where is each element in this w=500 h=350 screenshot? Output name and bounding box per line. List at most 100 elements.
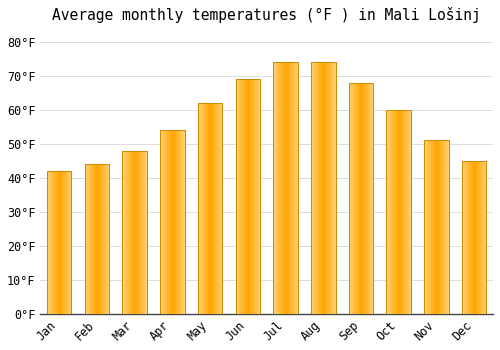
Bar [52, 171, 54, 314]
Bar [283, 62, 284, 314]
Bar [482, 161, 483, 314]
Bar [58, 171, 59, 314]
Bar [352, 83, 353, 314]
Bar [126, 151, 128, 314]
Bar [54, 171, 55, 314]
Bar [179, 130, 180, 314]
Bar [400, 110, 401, 314]
Bar [362, 83, 364, 314]
Bar [98, 164, 100, 314]
Bar [61, 171, 62, 314]
Bar [202, 103, 203, 314]
Bar [426, 140, 428, 314]
Bar [443, 140, 444, 314]
Bar [129, 151, 130, 314]
Bar [318, 62, 319, 314]
Bar [292, 62, 293, 314]
Bar [86, 164, 87, 314]
Bar [325, 62, 326, 314]
Bar [332, 62, 333, 314]
Bar [96, 164, 97, 314]
Bar [480, 161, 482, 314]
Bar [102, 164, 104, 314]
Bar [55, 171, 56, 314]
Bar [274, 62, 275, 314]
Bar [326, 62, 328, 314]
Bar [106, 164, 108, 314]
Bar [91, 164, 92, 314]
Title: Average monthly temperatures (°F ) in Mali Lošinj: Average monthly temperatures (°F ) in Ma… [52, 7, 481, 23]
Bar [434, 140, 435, 314]
Bar [361, 83, 362, 314]
Bar [324, 62, 325, 314]
Bar [236, 79, 260, 314]
Bar [464, 161, 465, 314]
Bar [390, 110, 392, 314]
Bar [50, 171, 51, 314]
Bar [433, 140, 434, 314]
Bar [402, 110, 403, 314]
Bar [280, 62, 281, 314]
Bar [138, 151, 140, 314]
Bar [404, 110, 406, 314]
Bar [134, 151, 136, 314]
Bar [180, 130, 182, 314]
Bar [435, 140, 436, 314]
Bar [219, 103, 220, 314]
Bar [252, 79, 254, 314]
Bar [447, 140, 448, 314]
Bar [65, 171, 66, 314]
Bar [168, 130, 169, 314]
Bar [348, 83, 374, 314]
Bar [170, 130, 172, 314]
Bar [165, 130, 166, 314]
Bar [312, 62, 314, 314]
Bar [175, 130, 176, 314]
Bar [141, 151, 142, 314]
Bar [216, 103, 218, 314]
Bar [140, 151, 141, 314]
Bar [204, 103, 205, 314]
Bar [358, 83, 360, 314]
Bar [350, 83, 351, 314]
Bar [475, 161, 476, 314]
Bar [124, 151, 125, 314]
Bar [122, 151, 147, 314]
Bar [484, 161, 485, 314]
Bar [237, 79, 238, 314]
Bar [97, 164, 98, 314]
Bar [248, 79, 250, 314]
Bar [201, 103, 202, 314]
Bar [176, 130, 178, 314]
Bar [92, 164, 93, 314]
Bar [330, 62, 332, 314]
Bar [319, 62, 320, 314]
Bar [212, 103, 214, 314]
Bar [293, 62, 294, 314]
Bar [279, 62, 280, 314]
Bar [200, 103, 201, 314]
Bar [172, 130, 173, 314]
Bar [425, 140, 426, 314]
Bar [472, 161, 474, 314]
Bar [468, 161, 469, 314]
Bar [275, 62, 276, 314]
Bar [174, 130, 175, 314]
Bar [366, 83, 368, 314]
Bar [444, 140, 446, 314]
Bar [210, 103, 211, 314]
Bar [348, 83, 350, 314]
Bar [321, 62, 322, 314]
Bar [247, 79, 248, 314]
Bar [478, 161, 479, 314]
Bar [386, 110, 411, 314]
Bar [297, 62, 298, 314]
Bar [401, 110, 402, 314]
Bar [133, 151, 134, 314]
Bar [142, 151, 143, 314]
Bar [208, 103, 210, 314]
Bar [467, 161, 468, 314]
Bar [429, 140, 430, 314]
Bar [462, 161, 464, 314]
Bar [403, 110, 404, 314]
